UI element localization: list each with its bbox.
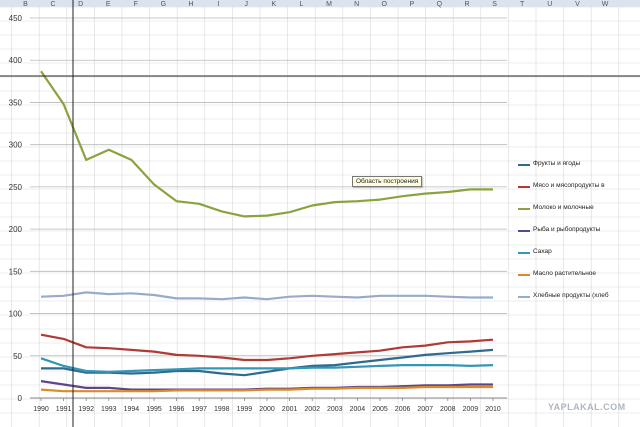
x-tick-label: 2005 <box>372 406 388 413</box>
x-tick-label: 1991 <box>56 406 72 413</box>
column-header[interactable]: D <box>78 1 83 8</box>
x-tick-label: 2007 <box>417 406 433 413</box>
column-header[interactable]: U <box>547 1 552 8</box>
legend-item[interactable]: Рыба и рыбопродукты <box>518 224 640 246</box>
legend-swatch <box>518 252 530 254</box>
x-tick-label: 1995 <box>146 406 162 413</box>
x-tick-label: 2009 <box>463 406 479 413</box>
y-tick-label: 150 <box>9 267 23 276</box>
column-header[interactable]: M <box>326 1 332 8</box>
column-header[interactable]: F <box>134 1 138 8</box>
x-axis-ticks: 1990 1991 1992 1993 1994 1995 1996 1997 1998 1999… <box>33 398 501 413</box>
series-line[interactable] <box>40 70 493 218</box>
series-line[interactable] <box>40 333 494 362</box>
y-tick-label: 50 <box>13 352 22 361</box>
watermark: YAPLAKAL.COM <box>548 402 626 412</box>
chart-legend[interactable]: Фрукты и ягоды Мясо и мясопродукты в Молок… <box>518 158 640 312</box>
x-tick-label: 2010 <box>485 406 501 413</box>
y-axis-ticks: 0 50 100 150 200 250 300 350 400 450 <box>9 14 23 403</box>
series-line[interactable] <box>40 357 494 373</box>
legend-label: Хлебные продукты (хлеб <box>533 292 609 299</box>
y-tick-label: 300 <box>9 141 23 150</box>
column-header-bar <box>0 0 640 7</box>
x-tick-label: 1994 <box>124 406 140 413</box>
x-tick-label: 2002 <box>304 406 320 413</box>
legend-swatch <box>518 186 530 188</box>
x-tick-label: 2000 <box>259 406 275 413</box>
y-tick-label: 450 <box>9 14 23 23</box>
column-header[interactable]: W <box>602 1 609 8</box>
legend-label: Рыба и рыбопродукты <box>533 226 601 233</box>
x-tick-label: 2008 <box>440 406 456 413</box>
legend-swatch <box>518 208 530 210</box>
series-line[interactable] <box>41 348 494 377</box>
x-tick-label: 1990 <box>33 406 49 413</box>
column-header[interactable]: K <box>271 1 276 8</box>
legend-label: Масло растительное <box>533 270 597 277</box>
y-tick-label: 0 <box>18 394 23 403</box>
x-tick-label: 2001 <box>282 406 298 413</box>
column-header[interactable]: G <box>161 1 166 8</box>
plot-area-tooltip: Область построения <box>352 176 423 187</box>
legend-item[interactable]: Мясо и мясопродукты в <box>518 180 640 202</box>
y-tick-label: 350 <box>9 98 23 107</box>
column-header[interactable]: V <box>575 1 580 8</box>
column-header[interactable]: O <box>381 1 387 8</box>
legend-swatch <box>518 296 530 298</box>
legend-label: Молоко и молочные <box>533 204 594 211</box>
column-header[interactable]: B <box>23 1 28 8</box>
legend-item[interactable]: Молоко и молочные <box>518 202 640 224</box>
legend-swatch <box>518 164 530 166</box>
column-header[interactable]: P <box>409 1 414 8</box>
y-tick-label: 250 <box>9 183 23 192</box>
column-header[interactable]: I <box>218 1 220 8</box>
column-header[interactable]: T <box>520 1 525 8</box>
column-header[interactable]: S <box>492 1 497 8</box>
column-header[interactable]: C <box>50 1 55 8</box>
y-tick-label: 100 <box>9 310 23 319</box>
legend-item[interactable]: Сахар <box>518 246 640 268</box>
legend-label: Фрукты и ягоды <box>533 160 581 167</box>
x-tick-label: 1993 <box>101 406 117 413</box>
x-tick-label: 1998 <box>214 406 230 413</box>
series-line[interactable] <box>40 385 493 393</box>
series-line[interactable] <box>40 291 493 301</box>
column-header[interactable]: Q <box>437 1 443 8</box>
y-tick-label: 200 <box>9 225 23 234</box>
x-tick-label: 2003 <box>327 406 343 413</box>
column-header[interactable]: L <box>299 1 303 8</box>
column-header[interactable]: J <box>244 1 248 8</box>
x-tick-label: 1992 <box>78 406 94 413</box>
column-header[interactable]: H <box>188 1 193 8</box>
column-headers[interactable]: ABCDEFGHIJKLMNOPQRSTUVW <box>0 1 609 8</box>
x-tick-label: 1997 <box>191 406 207 413</box>
legend-swatch <box>518 230 530 232</box>
legend-item[interactable]: Фрукты и ягоды <box>518 158 640 180</box>
y-tick-label: 400 <box>9 56 23 65</box>
legend-item[interactable]: Хлебные продукты (хлеб <box>518 290 640 312</box>
legend-item[interactable]: Масло растительное <box>518 268 640 290</box>
x-tick-label: 2004 <box>350 406 366 413</box>
column-header[interactable]: R <box>464 1 469 8</box>
legend-swatch <box>518 274 530 276</box>
legend-label: Сахар <box>533 248 552 255</box>
plot-area[interactable] <box>40 70 494 393</box>
column-header[interactable]: E <box>106 1 111 8</box>
x-tick-label: 2006 <box>395 406 411 413</box>
x-tick-label: 1999 <box>237 406 253 413</box>
x-tick-label: 1996 <box>169 406 185 413</box>
legend-label: Мясо и мясопродукты в <box>533 182 605 189</box>
column-header[interactable]: N <box>354 1 359 8</box>
